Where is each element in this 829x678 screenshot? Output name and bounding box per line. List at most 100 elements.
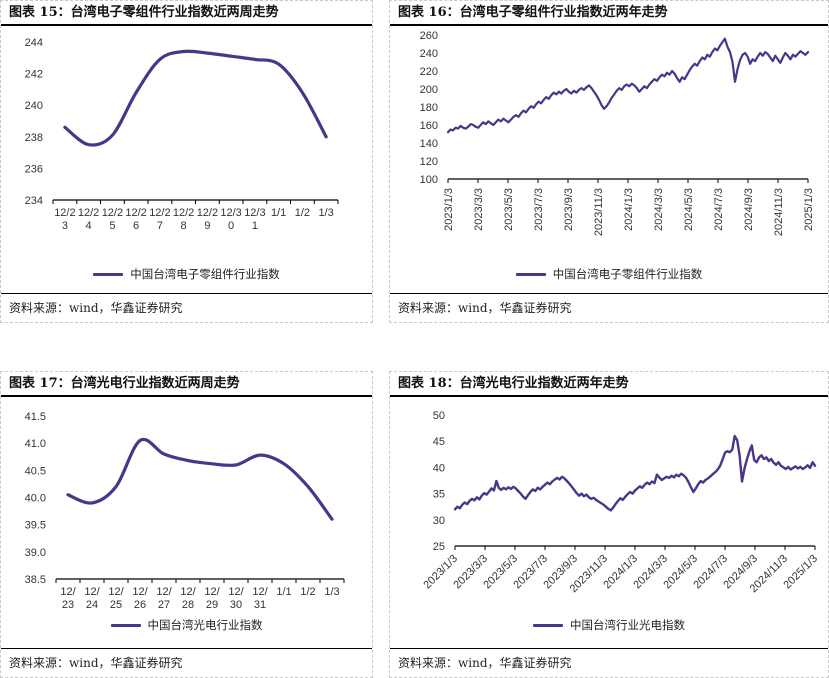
svg-text:244: 244 <box>25 37 43 49</box>
svg-text:2023/1/3: 2023/1/3 <box>443 188 455 231</box>
svg-text:12/27: 12/27 <box>149 207 170 232</box>
x-axis <box>55 578 345 583</box>
svg-text:12/24: 12/24 <box>78 207 99 232</box>
svg-text:1/2: 1/2 <box>300 586 315 598</box>
svg-text:236: 236 <box>25 163 43 175</box>
svg-text:45: 45 <box>433 436 445 448</box>
svg-text:50: 50 <box>433 410 445 422</box>
x-axis <box>52 199 339 204</box>
svg-text:2023/7/3: 2023/7/3 <box>533 188 545 231</box>
y-tick-labels: 38.5 39.0 39.5 40.0 40.5 41.0 41.5 <box>25 411 46 586</box>
figure-panel-15: 图表 15：台湾电子零组件行业指数近两周走势 234 236 238 240 242 24… <box>0 0 373 323</box>
x-tick-labels: 2023/1/3 2023/3/3 2023/5/3 2023/7/3 2023/9/3… <box>443 188 815 236</box>
svg-text:2024/1/3: 2024/1/3 <box>623 188 635 231</box>
figure16-chart-area: 100 120 140 160 180 200 220 240 260 2023/1/3 2023/… <box>390 26 828 264</box>
legend-label: 中国台湾电子零组件行业指数 <box>130 267 280 281</box>
legend-line-swatch <box>110 623 141 627</box>
figure15-chart-area: 234 236 238 240 242 244 12/2 3 12/2 4 12/2 5 12/2 6 12… <box>1 26 372 264</box>
svg-text:40.5: 40.5 <box>25 465 46 477</box>
y-tick-labels: 25 30 35 40 45 50 <box>433 410 445 553</box>
figure18-chart-area: 25 30 35 40 45 50 2023/1/3 2023/3/3 2023/5/3 2023… <box>390 397 828 615</box>
svg-text:39.0: 39.0 <box>25 547 46 559</box>
svg-text:1/3: 1/3 <box>324 586 339 598</box>
svg-text:41.5: 41.5 <box>25 411 46 423</box>
svg-text:1/3: 1/3 <box>318 207 333 219</box>
figure18-legend: 中国台湾行业光电指数 <box>390 615 828 635</box>
figure15-source-note: 资料来源：wind，华鑫证券研究 <box>1 293 372 322</box>
x-axis <box>454 545 816 550</box>
figure17-source-note: 资料来源：wind，华鑫证券研究 <box>1 648 372 677</box>
svg-text:12/30: 12/30 <box>228 586 244 611</box>
figure17-legend: 中国台湾光电行业指数 <box>1 615 372 635</box>
x-tick-labels: 2023/1/32023/3/32023/5/32023/7/32023/9/3… <box>421 553 820 596</box>
figure15-legend: 中国台湾电子零组件行业指数 <box>1 264 372 284</box>
svg-text:30: 30 <box>433 515 445 527</box>
svg-text:39.5: 39.5 <box>25 520 46 532</box>
x-axis <box>447 178 809 183</box>
figure16-source-note: 资料来源：wind，华鑫证券研究 <box>390 293 828 322</box>
svg-text:220: 220 <box>420 66 438 78</box>
figure18-source-note: 资料来源：wind，华鑫证券研究 <box>390 648 828 677</box>
svg-text:12/27: 12/27 <box>156 586 172 611</box>
series-line <box>446 37 810 134</box>
series-line <box>66 437 334 521</box>
svg-text:12/25: 12/25 <box>102 207 123 232</box>
svg-text:12/31: 12/31 <box>252 586 268 611</box>
figure16-title: 图表 16：台湾电子零组件行业指数近两年走势 <box>390 1 828 26</box>
figure18-title: 图表 18：台湾光电行业指数近两年走势 <box>390 372 828 397</box>
svg-text:2023/5/3: 2023/5/3 <box>503 188 515 231</box>
svg-text:38.5: 38.5 <box>25 574 46 586</box>
svg-text:2025/1/3: 2025/1/3 <box>803 188 815 231</box>
legend-label: 中国台湾行业光电指数 <box>570 618 685 632</box>
svg-text:238: 238 <box>25 132 43 144</box>
figure-panel-18: 图表 18：台湾光电行业指数近两年走势 25 30 35 40 45 50 2023/1/3… <box>389 371 829 678</box>
svg-text:40.0: 40.0 <box>25 493 46 505</box>
svg-text:12/24: 12/24 <box>84 586 100 611</box>
svg-text:180: 180 <box>420 102 438 114</box>
svg-text:100: 100 <box>420 174 438 186</box>
svg-text:240: 240 <box>420 48 438 60</box>
figure17-line-chart: 38.539.039.540.040.541.041.512/2312/2412… <box>25 411 345 611</box>
svg-text:2024/9/3: 2024/9/3 <box>743 188 755 231</box>
svg-text:40: 40 <box>433 462 445 474</box>
figure18-line-chart: 25 30 35 40 45 50 2023/1/32023/3/32023/5/32023… <box>421 410 820 596</box>
figure15-title: 图表 15：台湾电子零组件行业指数近两周走势 <box>1 1 372 26</box>
svg-text:12/31: 12/31 <box>244 207 265 232</box>
svg-text:41.0: 41.0 <box>25 438 46 450</box>
svg-text:234: 234 <box>25 195 43 207</box>
svg-text:12/29: 12/29 <box>204 586 220 611</box>
x-tick-labels: 12/23 12/24 12/25 12/26 12/27 12/28 12/29 12/30… <box>60 586 339 611</box>
series-line <box>453 434 817 512</box>
legend-label: 中国台湾光电行业指数 <box>147 618 263 632</box>
legend-line-swatch <box>93 272 124 276</box>
svg-text:12/30: 12/30 <box>220 207 241 232</box>
svg-text:1/1: 1/1 <box>276 586 291 598</box>
svg-text:160: 160 <box>420 120 438 132</box>
svg-text:12/26: 12/26 <box>132 586 148 611</box>
svg-text:240: 240 <box>25 100 43 112</box>
svg-text:242: 242 <box>25 69 43 81</box>
svg-text:140: 140 <box>420 138 438 150</box>
svg-text:120: 120 <box>420 156 438 168</box>
legend-line-swatch <box>515 272 546 276</box>
svg-text:2024/7/3: 2024/7/3 <box>713 188 725 231</box>
svg-text:12/28: 12/28 <box>173 207 194 232</box>
svg-text:2023/3/3: 2023/3/3 <box>473 188 485 231</box>
svg-text:12/25: 12/25 <box>108 586 124 611</box>
svg-text:2023/9/3: 2023/9/3 <box>563 188 575 231</box>
legend-label: 中国台湾电子零组件行业指数 <box>552 267 703 281</box>
svg-text:2024/5/3: 2024/5/3 <box>683 188 695 231</box>
figure17-title: 图表 17：台湾光电行业指数近两周走势 <box>1 372 372 397</box>
svg-text:35: 35 <box>433 489 445 501</box>
svg-text:12/28: 12/28 <box>180 586 196 611</box>
legend-line-swatch <box>533 623 563 627</box>
svg-text:2024/3/3: 2024/3/3 <box>653 188 665 231</box>
y-tick-labels: 100 120 140 160 180 200 220 240 260 <box>420 30 438 186</box>
svg-text:2023/11/3: 2023/11/3 <box>593 188 605 236</box>
svg-text:25: 25 <box>433 541 445 553</box>
svg-text:12/23: 12/23 <box>60 586 76 611</box>
svg-text:200: 200 <box>420 84 438 96</box>
svg-text:260: 260 <box>420 30 438 42</box>
